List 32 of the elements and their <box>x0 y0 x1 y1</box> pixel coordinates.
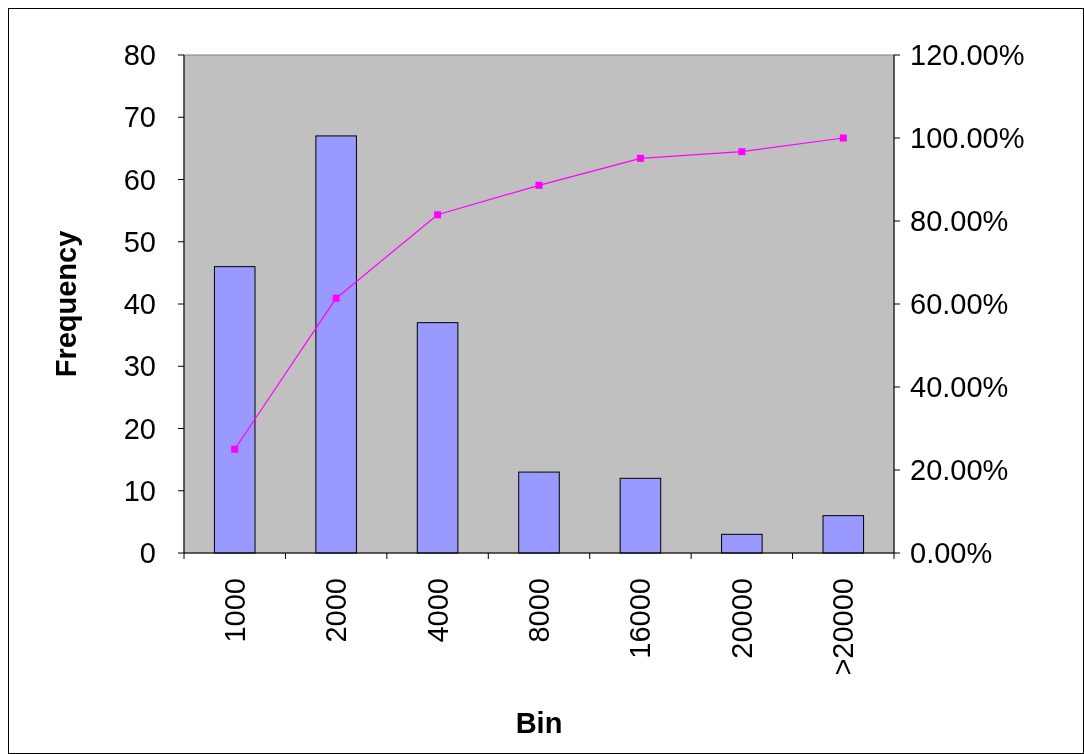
x-axis-title: Bin <box>515 707 563 739</box>
point <box>434 211 442 219</box>
x-tick-label: >20000 <box>827 578 860 676</box>
y2-tick-label: 100.00% <box>910 122 1025 154</box>
point <box>839 134 847 142</box>
y-tick-label: 30 <box>123 350 156 383</box>
point <box>738 148 746 156</box>
y-axis-title: Frequency <box>50 230 82 378</box>
y-tick-label: 50 <box>123 225 156 258</box>
y2-tick-label: 120.00% <box>910 39 1025 71</box>
y-tick-label: 10 <box>123 474 156 507</box>
y2-tick-label: 40.00% <box>910 371 1009 403</box>
y2-tick-label: 80.00% <box>910 205 1009 237</box>
y-tick-label: 70 <box>123 101 156 134</box>
y-tick-label: 20 <box>123 412 156 445</box>
x-tick-label: 1000 <box>218 578 251 643</box>
y2-tick-label: 0.00% <box>910 537 993 569</box>
x-tick-label: 20000 <box>725 578 758 659</box>
point <box>636 154 644 162</box>
point <box>231 445 239 453</box>
point <box>332 294 340 302</box>
point <box>535 181 543 189</box>
y2-tick-label: 60.00% <box>910 288 1009 320</box>
x-tick-label: 16000 <box>624 578 657 659</box>
y2-tick-label: 20.00% <box>910 454 1009 486</box>
x-tick-label: 8000 <box>523 578 555 643</box>
y-tick-label: 0 <box>139 537 156 569</box>
x-tick-label: 2000 <box>320 578 353 643</box>
y-tick-label: 80 <box>123 39 156 71</box>
x-tick-label: 4000 <box>421 578 454 643</box>
y-tick-label: 60 <box>123 163 156 196</box>
y-tick-label: 40 <box>123 288 156 320</box>
